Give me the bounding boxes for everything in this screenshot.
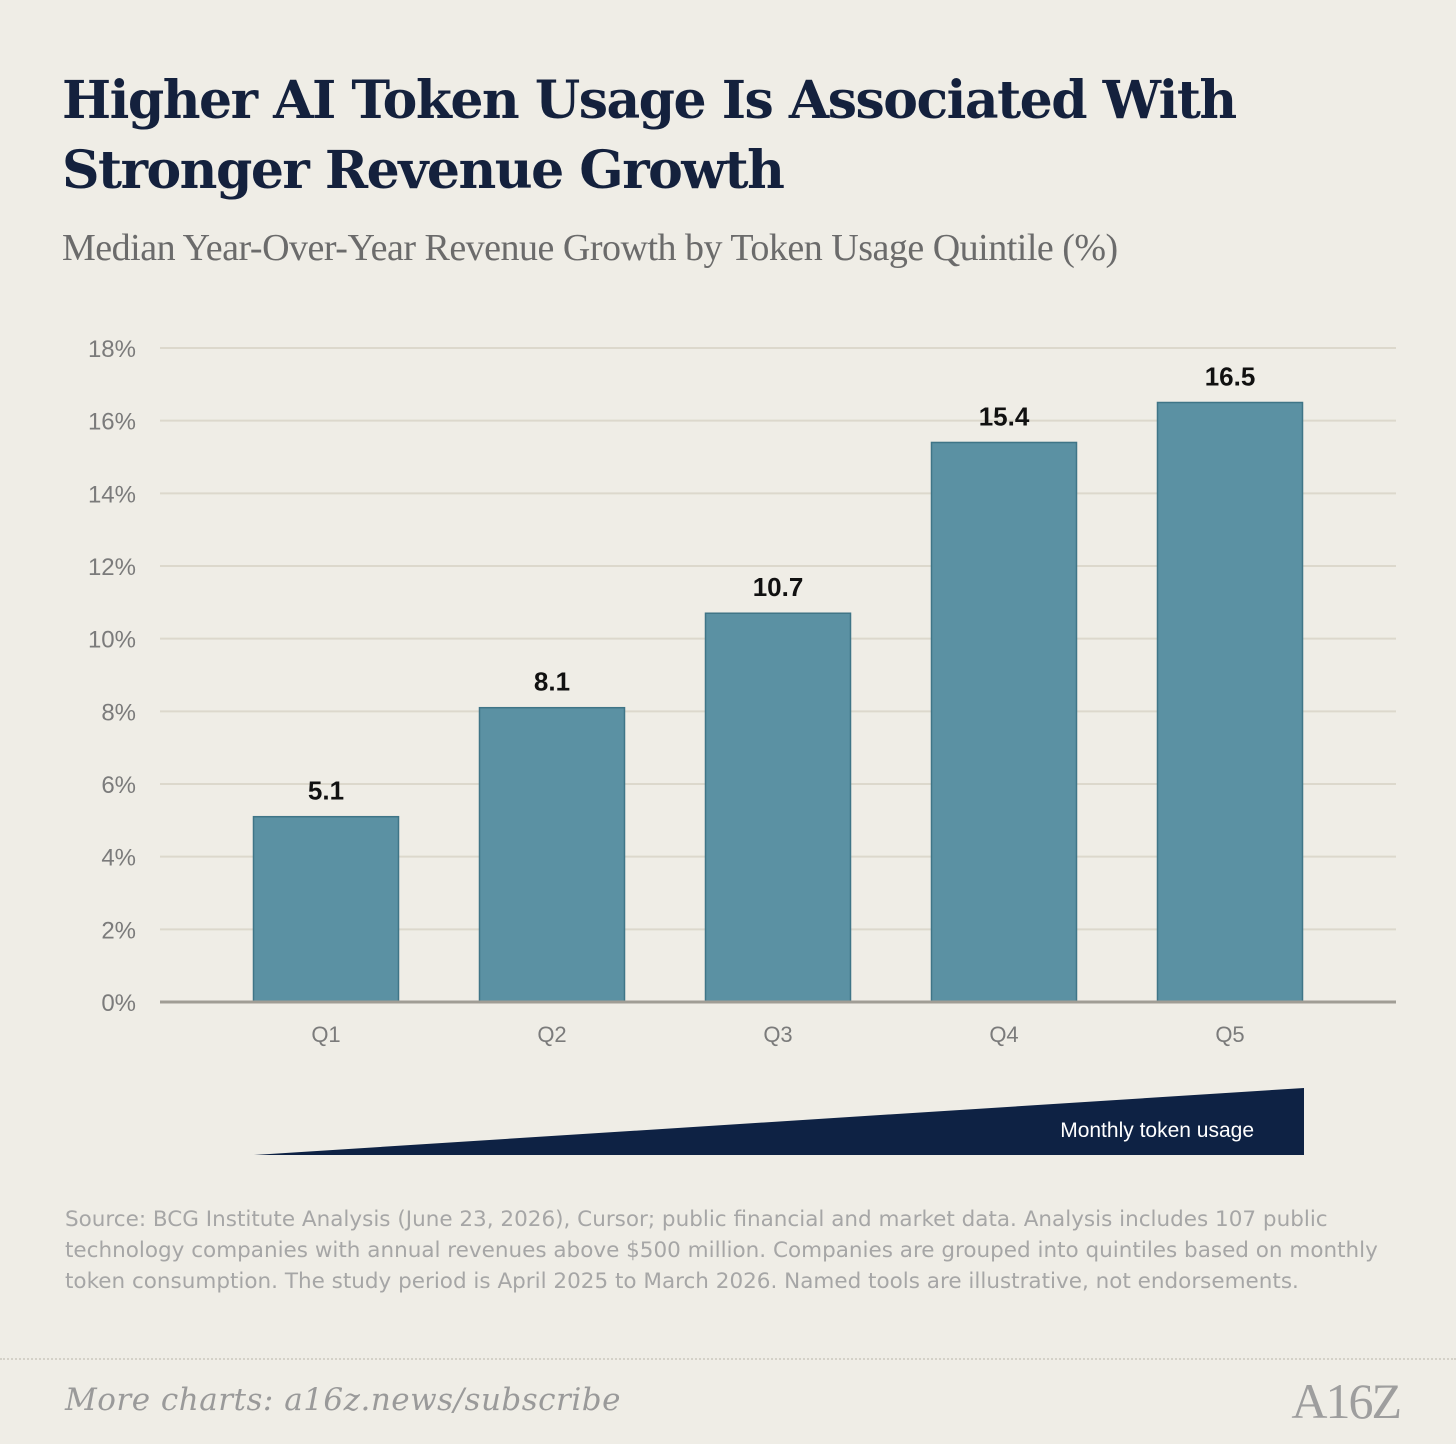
token-usage-label: Monthly token usage [1060,1119,1254,1142]
value-label: 16.5 [1205,362,1256,392]
a16z-logo: A16Z [1291,1373,1402,1429]
y-tick-label: 0% [101,990,136,1017]
value-label: 15.4 [979,401,1030,431]
x-category-label: Q3 [763,1022,792,1047]
y-tick-label: 2% [101,917,136,944]
bar-chart: 0% 2% 4% 6% 8% 10% 12% 14% 16% 18% 5.1 Q1 8.1 Q2 10.7 Q… [88,336,1396,1047]
bar-q3 [704,612,852,1003]
y-tick-label: 8% [101,699,136,726]
token-usage-wedge: Monthly token usage [254,1088,1304,1155]
y-tick-label: 14% [88,481,136,508]
y-tick-label: 10% [88,627,136,654]
footer-divider [0,1358,1456,1360]
bar-q4 [930,441,1078,1003]
x-category-label: Q1 [311,1022,340,1047]
bar-q5 [1156,401,1304,1003]
y-tick-label: 4% [101,845,136,872]
bar-q2 [478,706,626,1003]
subscribe-link[interactable]: More charts: a16z.news/subscribe [65,1382,621,1418]
y-tick-label: 18% [88,336,136,363]
bar-q1 [252,815,400,1003]
chart-subtitle: Median Year-Over-Year Revenue Growth by … [62,227,1118,269]
value-label: 5.1 [308,776,344,806]
chart-title: Higher AI Token Usage Is Associated With… [62,70,1237,201]
y-tick-label: 16% [88,409,136,436]
x-category-label: Q5 [1215,1022,1244,1047]
x-category-label: Q2 [537,1022,566,1047]
y-tick-label: 12% [88,554,136,581]
x-category-label: Q4 [989,1022,1018,1047]
y-tick-label: 6% [101,772,136,799]
value-label: 8.1 [534,667,570,697]
source-note: Source: BCG Institute Analysis (June 23,… [65,1207,1378,1294]
value-label: 10.7 [753,572,804,602]
